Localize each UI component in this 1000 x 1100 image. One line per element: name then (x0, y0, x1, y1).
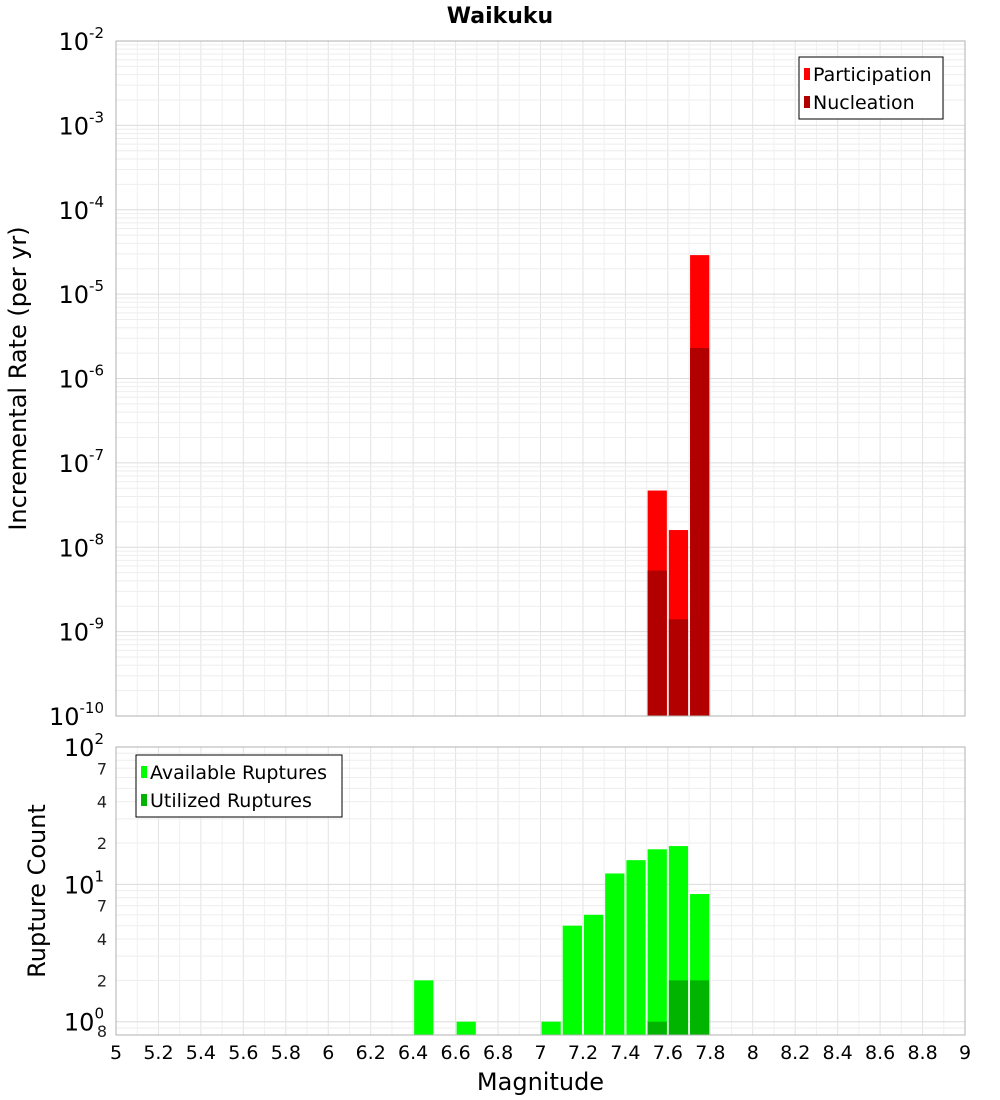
x-tick-label: 7.6 (653, 1042, 683, 1064)
rate-legend-box (798, 56, 944, 120)
bottom-plot-border (115, 746, 966, 1036)
bottom-y-minor-tick-label: 4 (97, 930, 107, 949)
count-bar-1-2 (690, 980, 710, 1035)
top-y-tick-label: 10-4 (58, 193, 104, 225)
x-tick-label: 6 (322, 1042, 334, 1064)
count-legend-swatch (141, 766, 147, 778)
x-tick-label: 5.8 (271, 1042, 301, 1064)
bottom-y-minor-tick-label: 4 (97, 793, 107, 812)
rate-bar-1-2 (690, 347, 710, 716)
rate-legend-swatch (804, 96, 810, 108)
top-plot-border (115, 40, 966, 717)
x-tick-label: 5.6 (228, 1042, 258, 1064)
count-bar-0-7 (647, 849, 667, 1035)
x-tick-label: 7.8 (695, 1042, 725, 1064)
x-tick-label: 5.4 (186, 1042, 216, 1064)
count-bar-0-0 (414, 980, 434, 1035)
count-bar-1-0 (647, 1021, 667, 1035)
x-tick-label: 6.6 (440, 1042, 470, 1064)
bottom-y-minor-tick-label: 7 (97, 897, 107, 916)
count-bar-1-1 (668, 980, 689, 1035)
rate-bar-1-1 (668, 619, 689, 716)
bottom-y-tick-label: 102 (64, 730, 104, 762)
count-bar-0-5 (605, 873, 625, 1035)
bottom-y-minor-tick-label: 2 (97, 834, 107, 853)
bottom-y-minor-tick-label: 8 (97, 1022, 107, 1041)
x-tick-label: 5.2 (143, 1042, 173, 1064)
count-legend-box (135, 754, 343, 818)
count-bar-0-4 (583, 914, 604, 1035)
count-legend-swatch (141, 794, 147, 806)
x-tick-label: 7.2 (568, 1042, 598, 1064)
top-y-tick-label: 10-2 (58, 24, 104, 56)
bottom-y-minor-tick-label: 7 (97, 759, 107, 778)
rate-bar-1-0 (647, 570, 667, 716)
x-axis-label: Magnitude (477, 1068, 604, 1096)
count-bar-0-1 (456, 1021, 476, 1035)
x-tick-label: 6.4 (398, 1042, 428, 1064)
rate-legend-label: Participation (813, 64, 932, 86)
top-y-tick-label: 10-5 (58, 277, 104, 309)
x-tick-label: 5 (110, 1042, 122, 1064)
x-tick-label: 8 (747, 1042, 759, 1064)
count-bar-0-2 (541, 1021, 561, 1035)
top-y-tick-label: 10-9 (58, 615, 104, 647)
count-bar-0-3 (562, 925, 582, 1035)
top-y-axis-label: Incremental Rate (per yr) (4, 226, 32, 530)
top-y-tick-label: 10-7 (58, 446, 104, 478)
x-tick-label: 7.4 (610, 1042, 640, 1064)
rate-legend-swatch (804, 68, 810, 80)
bottom-y-tick-label: 100 (64, 1005, 104, 1037)
count-legend-label: Utilized Ruptures (150, 790, 312, 812)
x-tick-label: 6.8 (483, 1042, 513, 1064)
bottom-y-tick-label: 101 (64, 867, 104, 899)
count-bar-0-6 (626, 860, 646, 1035)
top-y-tick-label: 10-3 (58, 108, 104, 140)
x-tick-label: 6.2 (356, 1042, 386, 1064)
x-tick-label: 8.6 (865, 1042, 895, 1064)
count-legend-label: Available Ruptures (150, 762, 327, 784)
x-tick-label: 9 (959, 1042, 971, 1064)
x-tick-label: 8.8 (907, 1042, 937, 1064)
top-y-tick-label: 10-10 (49, 699, 104, 731)
top-y-tick-label: 10-6 (58, 362, 104, 394)
bottom-y-minor-tick-label: 2 (97, 971, 107, 990)
x-tick-label: 7 (534, 1042, 546, 1064)
x-tick-label: 8.4 (823, 1042, 853, 1064)
x-tick-label: 8.2 (780, 1042, 810, 1064)
top-y-tick-label: 10-8 (58, 530, 104, 562)
rate-legend-label: Nucleation (813, 92, 915, 114)
chart-title: Waikuku (447, 4, 553, 29)
bottom-y-axis-label: Rupture Count (23, 804, 51, 978)
